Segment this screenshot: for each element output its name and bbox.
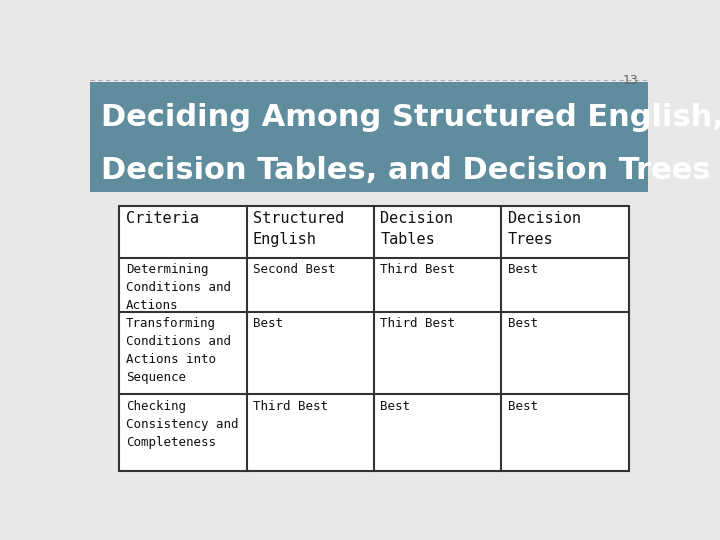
- Text: Checking
Consistency and
Completeness: Checking Consistency and Completeness: [126, 400, 238, 449]
- Text: Best: Best: [508, 263, 538, 276]
- Text: Decision
Trees: Decision Trees: [508, 211, 580, 247]
- Text: Deciding Among Structured English,: Deciding Among Structured English,: [101, 103, 720, 132]
- Text: Best: Best: [508, 400, 538, 413]
- Bar: [90, 82, 648, 192]
- Text: Criteria: Criteria: [126, 211, 199, 226]
- Text: 13: 13: [623, 74, 639, 87]
- Bar: [120, 206, 629, 471]
- Text: Decision
Tables: Decision Tables: [380, 211, 453, 247]
- Text: Best: Best: [380, 400, 410, 413]
- Text: Determining
Conditions and
Actions: Determining Conditions and Actions: [126, 263, 230, 312]
- Text: Transforming
Conditions and
Actions into
Sequence: Transforming Conditions and Actions into…: [126, 318, 230, 384]
- Text: Decision Tables, and Decision Trees: Decision Tables, and Decision Trees: [101, 156, 711, 185]
- Text: Second Best: Second Best: [253, 263, 336, 276]
- Text: Structured
English: Structured English: [253, 211, 344, 247]
- Text: Third Best: Third Best: [380, 263, 455, 276]
- Text: Best: Best: [508, 318, 538, 330]
- Text: Third Best: Third Best: [253, 400, 328, 413]
- Text: Third Best: Third Best: [380, 318, 455, 330]
- Text: Best: Best: [253, 318, 283, 330]
